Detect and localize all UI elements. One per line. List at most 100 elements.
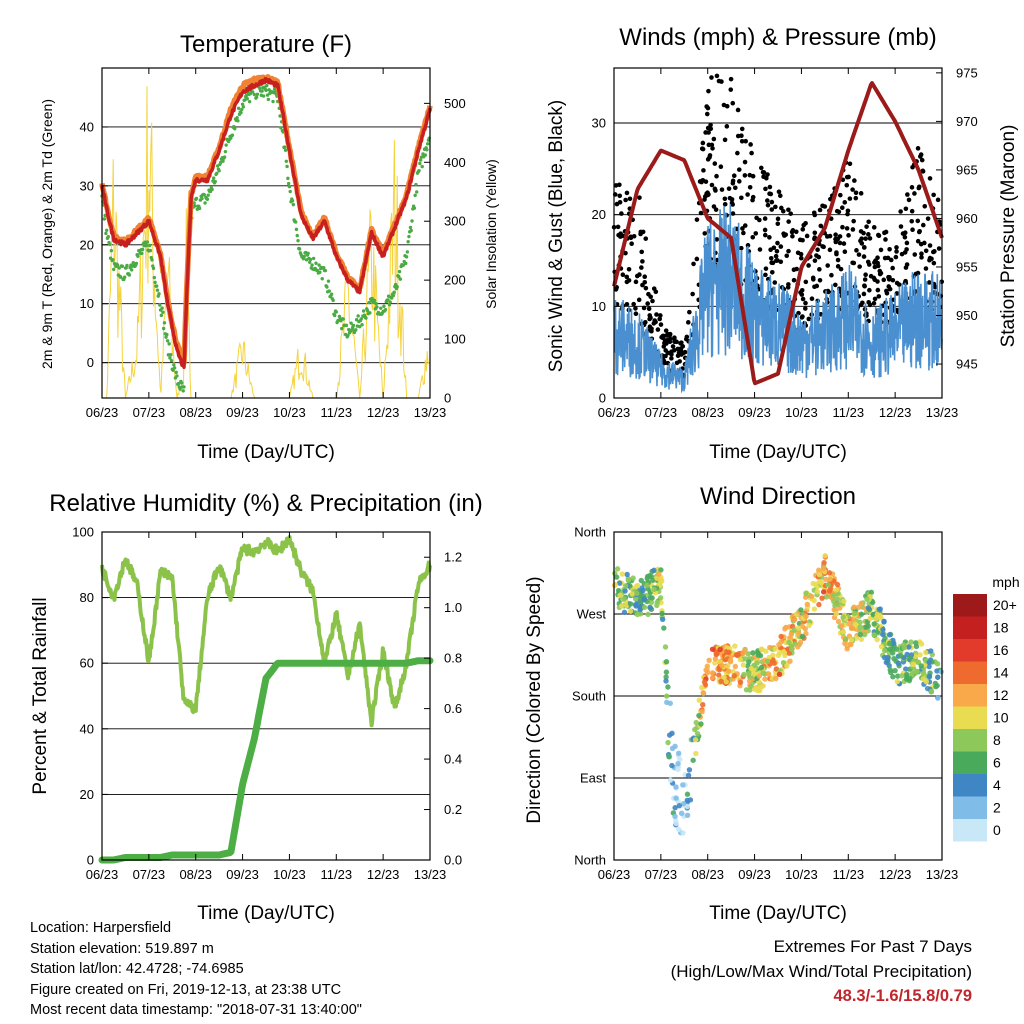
direction-point: [717, 646, 723, 653]
direction-point: [887, 667, 893, 673]
gust-point: [767, 191, 772, 197]
gust-point: [775, 221, 781, 227]
gust-point: [650, 298, 655, 304]
direction-point: [928, 688, 935, 694]
gust-point: [768, 247, 773, 253]
dewpoint-point: [283, 145, 287, 149]
dewpoint-point: [168, 356, 172, 360]
gust-point: [882, 230, 887, 236]
direction-point: [633, 596, 639, 602]
dewpoint-point: [267, 88, 271, 92]
direction-point: [616, 580, 623, 586]
direction-point: [746, 659, 752, 665]
direction-point: [680, 830, 686, 836]
direction-point: [823, 576, 829, 582]
gust-point: [641, 305, 647, 311]
station-location: Location: Harpersfield: [30, 920, 172, 936]
humidity-frame: [101, 531, 431, 861]
dewpoint-point: [398, 277, 403, 281]
gust-point: [861, 254, 867, 259]
direction-point: [831, 607, 837, 613]
direction-point: [690, 757, 696, 763]
y2-tick-label: 965: [956, 162, 978, 177]
gust-point: [888, 257, 894, 263]
dewpoint-point: [295, 233, 299, 238]
direction-point: [638, 577, 644, 584]
gust-point: [758, 165, 764, 171]
direction-point: [918, 663, 924, 669]
gust-point: [919, 157, 925, 163]
direction-point: [848, 637, 855, 643]
y2-tick-label: 400: [444, 155, 466, 170]
gust-point: [732, 185, 738, 191]
direction-point: [651, 586, 657, 593]
dewpoint-point: [334, 310, 338, 314]
dewpoint-point: [391, 293, 395, 298]
gust-point: [850, 260, 855, 266]
gust-point: [920, 222, 926, 228]
gust-point: [810, 275, 816, 281]
dewpoint-point: [169, 359, 174, 363]
gust-point: [824, 234, 830, 239]
dewpoint-point: [315, 268, 320, 273]
direction-point: [680, 800, 687, 807]
direction-point: [632, 601, 639, 608]
direction-point: [760, 670, 766, 676]
gust-point: [705, 190, 710, 196]
dewpoint-point: [314, 261, 318, 265]
gust-point: [658, 313, 663, 318]
direction-point: [773, 675, 779, 682]
gust-point: [861, 230, 866, 236]
dewpoint-point: [425, 148, 429, 152]
gust-point: [829, 272, 834, 278]
gust-point: [661, 344, 667, 349]
gust-point: [856, 252, 862, 257]
x-tick-label: 06/23: [598, 867, 631, 882]
direction-point: [659, 616, 666, 622]
gust-point: [631, 301, 636, 307]
gust-point: [791, 277, 797, 283]
gust-point: [706, 142, 712, 148]
dewpoint-point: [117, 266, 121, 270]
gust-point: [883, 237, 888, 242]
direction-point: [823, 594, 829, 600]
dewpoint-point: [308, 257, 313, 262]
direction-point: [887, 646, 893, 652]
direction-point: [934, 668, 940, 674]
direction-point: [612, 581, 618, 588]
gust-point: [784, 253, 790, 259]
legend-title: mph: [992, 574, 1019, 590]
dewpoint-point: [287, 184, 292, 189]
gust-point: [916, 184, 922, 190]
gust-point: [936, 246, 942, 251]
direction-plot-area: [611, 553, 944, 836]
dewpoint-point: [261, 94, 266, 98]
gust-point: [633, 306, 638, 311]
gust-point: [904, 240, 910, 246]
gust-point: [678, 346, 684, 351]
gust-point: [894, 249, 899, 254]
direction-point: [934, 661, 941, 667]
gust-point: [645, 301, 650, 306]
gust-point: [903, 206, 909, 212]
direction-point: [644, 575, 650, 582]
y2-tick-label: 500: [444, 96, 466, 111]
legend-swatch: [953, 616, 987, 639]
direction-panel: Wind Direction 06/23 07/23 08/23 09/23 10/23…: [524, 483, 1020, 924]
dewpoint-point: [240, 102, 245, 106]
legend-swatch: [953, 661, 987, 684]
dewpoint-point: [325, 285, 329, 289]
direction-point: [918, 641, 925, 647]
dewpoint-point: [206, 193, 210, 197]
dewpoint-point: [129, 268, 134, 272]
dewpoint-point: [383, 307, 388, 312]
gust-point: [647, 316, 652, 322]
gust-point: [809, 296, 815, 302]
direction-point: [865, 605, 872, 611]
direction-point: [814, 588, 821, 595]
direction-point: [891, 655, 897, 662]
gust-point: [836, 209, 842, 215]
direction-point: [654, 575, 660, 582]
gust-point: [923, 248, 929, 254]
direction-point: [721, 674, 727, 681]
